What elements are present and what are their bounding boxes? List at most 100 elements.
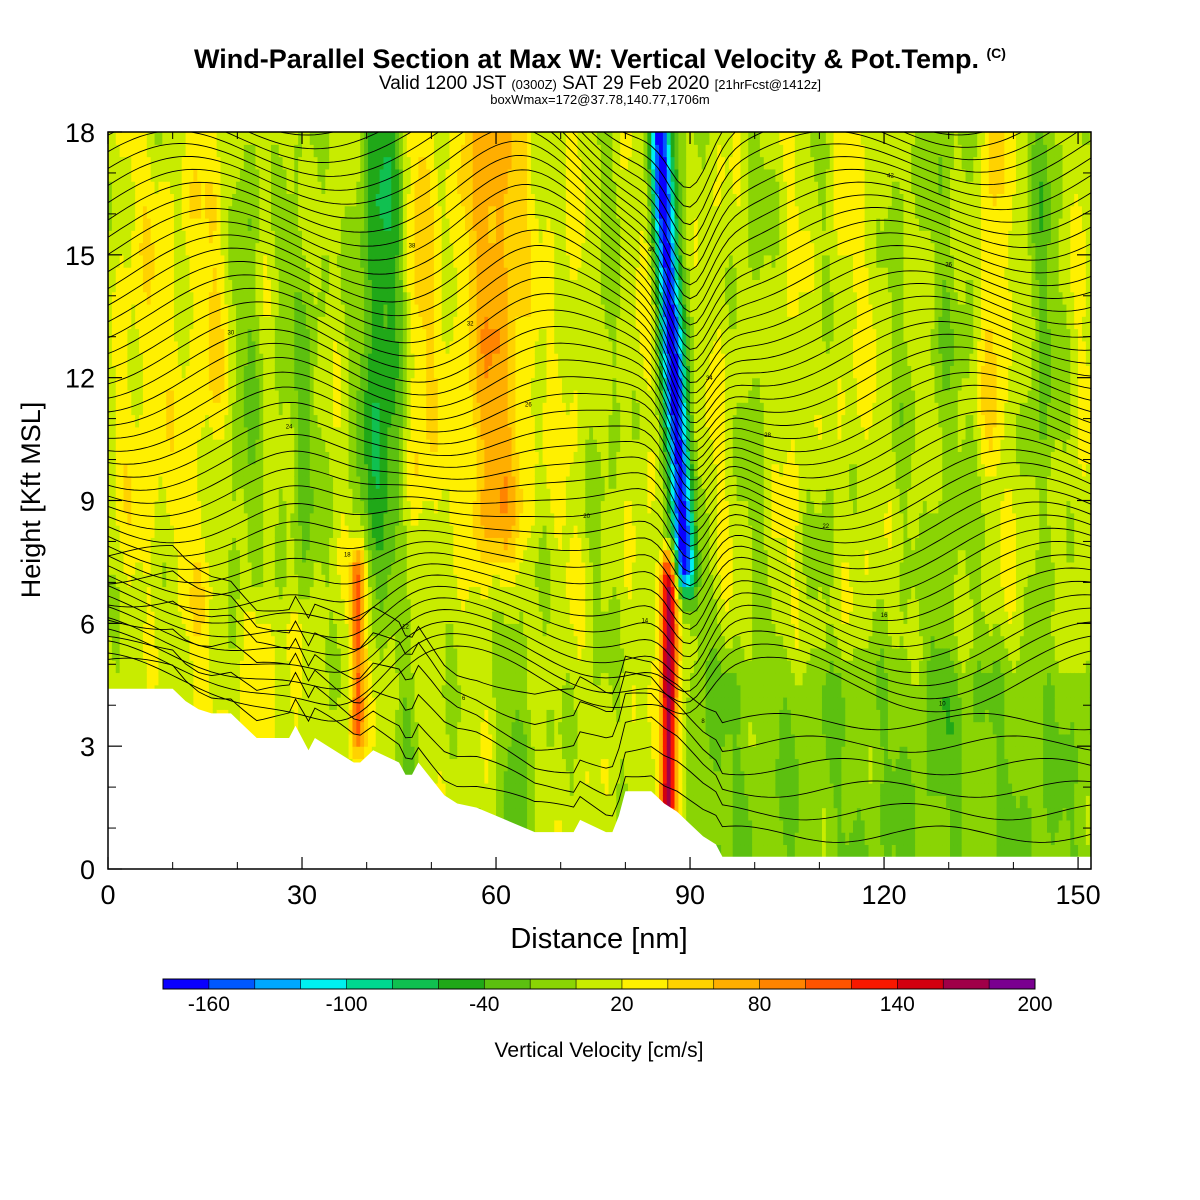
velocity-cell: [251, 353, 257, 366]
velocity-cell: [399, 389, 404, 403]
velocity-cell: [119, 132, 125, 145]
velocity-cell: [375, 316, 381, 330]
velocity-cell: [216, 426, 222, 440]
velocity-cell: [410, 414, 416, 428]
velocity-cell: [135, 316, 140, 330]
velocity-cell: [119, 279, 125, 293]
velocity-cell: [150, 463, 156, 477]
velocity-cell: [391, 488, 396, 502]
velocity-cell: [367, 377, 373, 391]
velocity-cell: [313, 230, 319, 244]
velocity-cell: [197, 132, 202, 145]
velocity-cell: [154, 512, 160, 526]
velocity-cell: [344, 598, 350, 612]
velocity-cell: [220, 451, 226, 465]
velocity-cell: [274, 623, 280, 637]
velocity-cell: [173, 463, 179, 477]
velocity-cell: [205, 451, 210, 465]
velocity-cell: [340, 389, 346, 403]
velocity-cell: [236, 512, 241, 526]
velocity-cell: [383, 279, 388, 293]
velocity-cell: [379, 647, 385, 661]
velocity-cell: [270, 230, 276, 244]
velocity-cell: [135, 242, 140, 256]
velocity-cell: [228, 205, 233, 219]
velocity-cell: [298, 439, 303, 452]
velocity-cell: [197, 291, 202, 305]
velocity-cell: [348, 340, 354, 354]
velocity-cell: [154, 316, 160, 330]
velocity-cell: [340, 697, 346, 710]
velocity-cell: [267, 598, 272, 612]
velocity-cell: [309, 377, 315, 391]
velocity-cell: [119, 463, 125, 477]
velocity-cell: [371, 230, 377, 244]
velocity-cell: [356, 586, 361, 600]
velocity-cell: [239, 353, 245, 366]
valid-utc: (0300Z): [511, 77, 557, 92]
velocity-cell: [274, 144, 280, 158]
velocity-cell: [170, 426, 175, 440]
velocity-cell: [142, 549, 148, 563]
velocity-cell: [251, 291, 257, 305]
velocity-cell: [208, 254, 214, 268]
velocity-cell: [239, 365, 245, 379]
velocity-cell: [333, 426, 338, 440]
velocity-cell: [282, 267, 288, 280]
velocity-cell: [375, 721, 381, 735]
velocity-cell: [290, 402, 295, 416]
velocity-cell: [267, 647, 272, 661]
velocity-cell: [267, 279, 272, 293]
velocity-cell: [232, 230, 237, 244]
velocity-cell: [352, 353, 357, 366]
velocity-cell: [189, 561, 194, 575]
velocity-cell: [282, 353, 288, 366]
velocity-cell: [313, 623, 319, 637]
velocity-cell: [259, 242, 264, 256]
velocity-cell: [418, 168, 423, 182]
velocity-cell: [177, 144, 183, 158]
velocity-cell: [282, 340, 288, 354]
velocity-cell: [247, 574, 253, 588]
velocity-cell: [220, 672, 226, 686]
velocity-cell: [123, 230, 128, 244]
velocity-cell: [375, 586, 381, 600]
velocity-cell: [259, 389, 264, 403]
velocity-cell: [329, 488, 334, 502]
velocity-cell: [239, 635, 245, 649]
velocity-cell: [321, 426, 326, 440]
velocity-cell: [270, 672, 276, 686]
velocity-cell: [333, 181, 338, 195]
velocity-cell: [278, 340, 284, 354]
velocity-cell: [150, 623, 156, 637]
velocity-cell: [216, 328, 222, 342]
velocity-cell: [247, 168, 253, 182]
velocity-cell: [317, 156, 323, 170]
velocity-cell: [228, 414, 233, 428]
velocity-cell: [302, 586, 307, 600]
velocity-cell: [371, 267, 377, 280]
velocity-cell: [119, 537, 125, 551]
velocity-cell: [414, 500, 420, 514]
velocity-cell: [356, 205, 361, 219]
velocity-cell: [309, 402, 315, 416]
velocity-cell: [205, 500, 210, 514]
velocity-cell: [356, 328, 361, 342]
velocity-cell: [298, 611, 303, 624]
velocity-cell: [173, 230, 179, 244]
velocity-cell: [290, 598, 295, 612]
velocity-cell: [309, 525, 315, 538]
velocity-cell: [170, 279, 175, 293]
velocity-cell: [379, 328, 385, 342]
velocity-cell: [294, 193, 299, 207]
velocity-cell: [395, 377, 400, 391]
velocity-cell: [267, 561, 272, 575]
velocity-cell: [251, 537, 257, 551]
velocity-cell: [294, 168, 299, 182]
velocity-cell: [270, 279, 276, 293]
velocity-cell: [239, 402, 245, 416]
velocity-cell: [313, 402, 319, 416]
velocity-cell: [259, 623, 264, 637]
velocity-cell: [255, 660, 260, 674]
velocity-cell: [422, 439, 427, 452]
